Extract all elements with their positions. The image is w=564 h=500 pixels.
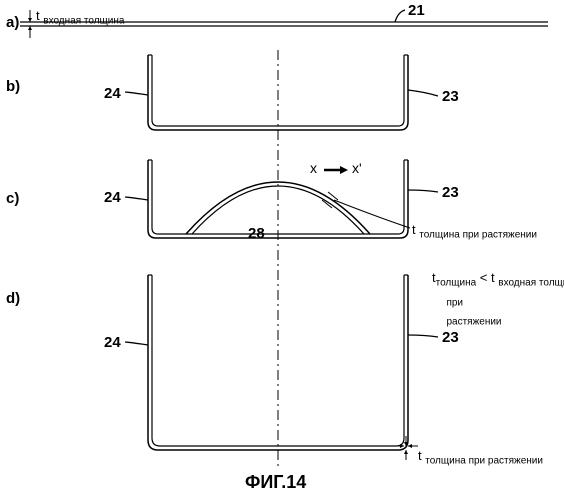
xprime-label: x' [352,160,362,176]
thickness-a-label: t входная толщина [36,8,124,27]
panel-d [125,275,438,460]
callout-24-b: 24 [104,85,121,102]
panel-c-label: c) [6,190,19,207]
inequality-label: tтолщина < t входная толщина при растяже… [432,270,564,329]
thickness-d-label: t толщина при растяжении [418,448,543,467]
thickness-c-label: t толщина при растяжении [412,222,537,241]
panel-a-label: a) [6,14,19,31]
callout-21: 21 [408,2,425,19]
callout-23-d: 23 [442,329,459,346]
panel-c [125,160,438,238]
callout-23-b: 23 [442,88,459,105]
panel-b-label: b) [6,78,20,95]
callout-24-d: 24 [104,334,121,351]
panel-b [125,55,438,130]
callout-23-c: 23 [442,184,459,201]
panel-d-label: d) [6,290,20,307]
x-label: x [310,160,317,176]
technical-diagram [0,0,564,500]
figure-label: ФИГ.14 [245,472,306,493]
callout-28: 28 [248,225,265,242]
callout-24-c: 24 [104,189,121,206]
